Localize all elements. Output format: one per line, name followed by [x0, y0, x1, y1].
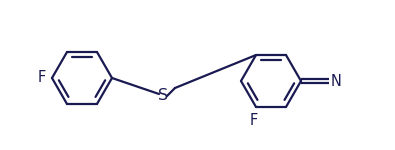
Text: F: F — [250, 113, 258, 128]
Text: S: S — [158, 87, 168, 102]
Text: F: F — [38, 70, 46, 86]
Text: N: N — [331, 74, 342, 88]
